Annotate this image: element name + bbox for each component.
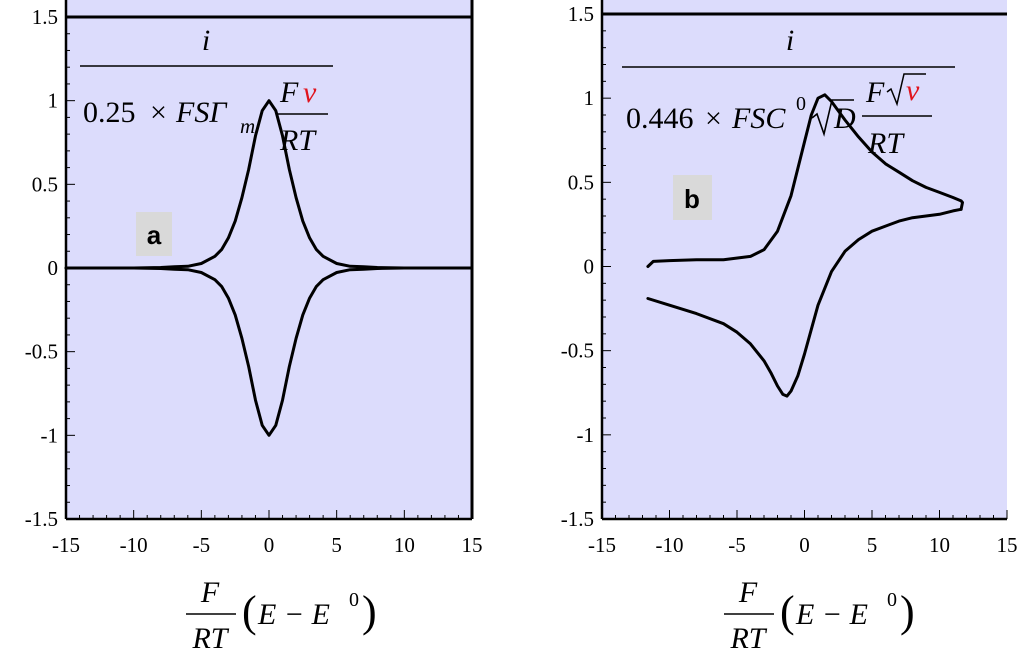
panel-b-y-label: i 0.446 × FSC 0 D F v RT — [622, 24, 955, 160]
panel-b-y-label-coefficient: 0.446 — [626, 102, 694, 135]
panel-b-x-label: F RT ( E − E 0 ) — [724, 576, 915, 655]
panel-a-y-tick-labels: -1.5 -1 -0.5 0 0.5 1 1.5 — [25, 5, 58, 531]
y-tick-label: -0.5 — [561, 339, 594, 363]
panel-b: -1.5 -1 -0.5 0 0.5 1 1.5 -15 -10 -5 0 5 10 15 i 0.44… — [561, 0, 1018, 655]
y-tick-label: 1 — [584, 86, 595, 110]
panel-b-x-label-frac-denominator: RT — [729, 622, 767, 655]
panel-a-x-tick-labels: -15 -10 -5 0 5 10 15 — [52, 533, 483, 557]
panel-b-x-tick-labels: -15 -10 -5 0 5 10 15 — [588, 533, 1018, 557]
panel-b-x-label-paren-open: ( — [780, 587, 795, 636]
panel-b-x-label-paren-close: ) — [900, 587, 915, 636]
y-tick-label: -1.5 — [561, 507, 594, 531]
panel-a-x-label-paren-close: ) — [362, 587, 377, 636]
panel-b-x-label-expression: E − E — [795, 598, 868, 631]
y-tick-label: -0.5 — [25, 340, 58, 364]
panel-a: -1.5 -1 -0.5 0 0.5 1 1.5 -15 -10 -5 0 5 10 15 i 0.25… — [25, 0, 483, 655]
x-tick-label: 5 — [331, 533, 342, 557]
panel-a-y-label: i 0.25 × FSΓ m F v RT — [80, 24, 333, 157]
panel-a-x-label-expression: E − E — [257, 598, 330, 631]
y-tick-label: 1.5 — [32, 5, 58, 29]
x-tick-label: -15 — [588, 533, 616, 557]
panel-a-x-label-paren-open: ( — [242, 587, 257, 636]
panel-b-y-label-frac-highlight: v — [906, 74, 920, 107]
panel-a-y-label-factor-subscript: m — [240, 114, 255, 138]
panel-a-curves — [64, 99, 474, 437]
y-tick-label: 0 — [48, 256, 59, 280]
panel-a-series-upper-line — [64, 99, 474, 270]
panel-b-x-label-frac-numerator: F — [738, 576, 758, 609]
y-tick-label: 0 — [584, 255, 595, 279]
panel-a-letter: a — [147, 220, 162, 250]
x-tick-label: -10 — [656, 533, 684, 557]
panel-b-y-label-factor: FSC — [731, 102, 786, 135]
panel-b-letter-background — [673, 175, 712, 220]
panel-a-x-label: F RT ( E − E 0 ) — [186, 576, 377, 655]
panel-a-x-label-frac-numerator: F — [200, 576, 220, 609]
panel-b-y-label-frac-denominator: RT — [867, 127, 905, 160]
panel-b-curves — [646, 93, 964, 398]
panel-b-series-lower-line — [646, 207, 963, 398]
panel-b-y-label-times: × — [705, 102, 722, 135]
panel-b-x-label-superscript: 0 — [887, 589, 897, 611]
panel-b-y-tick-labels: -1.5 -1 -0.5 0 0.5 1 1.5 — [561, 2, 594, 531]
panel-b-y-label-inner-sqrt-sign — [886, 73, 926, 107]
y-tick-label: 1.5 — [568, 2, 594, 26]
panel-b-y-label-frac-numerator: F — [865, 76, 885, 109]
x-tick-label: 15 — [462, 533, 483, 557]
panel-a-x-label-frac-denominator: RT — [191, 622, 229, 655]
x-tick-label: 0 — [799, 533, 810, 557]
y-tick-label: -1.5 — [25, 507, 58, 531]
x-tick-label: -5 — [193, 533, 211, 557]
panel-b-y-label-factor-superscript: 0 — [796, 93, 806, 115]
x-tick-label: -15 — [52, 533, 80, 557]
panel-a-y-label-frac-numerator: F — [279, 76, 299, 109]
panel-a-y-label-times: × — [150, 96, 167, 129]
panel-a-y-label-frac-highlight: v — [303, 76, 317, 109]
panel-a-x-label-superscript: 0 — [349, 589, 359, 611]
panel-b-y-label-sqrt-argument: D — [833, 102, 856, 135]
panel-a-y-label-numerator: i — [202, 24, 210, 57]
y-tick-label: -1 — [577, 423, 595, 447]
y-tick-label: -1 — [41, 423, 59, 447]
y-tick-label: 1 — [48, 89, 59, 113]
panel-a-y-label-factor: FSΓ — [175, 96, 228, 129]
panel-b-series-upper-line — [646, 93, 964, 268]
panel-a-y-label-coefficient: 0.25 — [83, 96, 136, 129]
panel-b-letter: b — [684, 184, 700, 214]
x-tick-label: 10 — [394, 533, 415, 557]
panel-a-plot-area — [66, 0, 472, 519]
panel-a-y-label-frac-denominator: RT — [279, 124, 317, 157]
x-tick-label: 0 — [264, 533, 275, 557]
panel-a-letter-background — [136, 212, 172, 256]
x-tick-label: 5 — [867, 533, 878, 557]
panel-b-y-label-sqrt-sign — [811, 99, 854, 137]
panel-b-y-label-numerator: i — [786, 24, 794, 57]
y-tick-label: 0.5 — [32, 172, 58, 196]
y-tick-label: 0.5 — [568, 170, 594, 194]
x-tick-label: 10 — [929, 533, 950, 557]
x-tick-label: -10 — [120, 533, 148, 557]
x-tick-label: 15 — [997, 533, 1018, 557]
panel-a-series-lower-line — [64, 266, 474, 437]
x-tick-label: -5 — [728, 533, 746, 557]
